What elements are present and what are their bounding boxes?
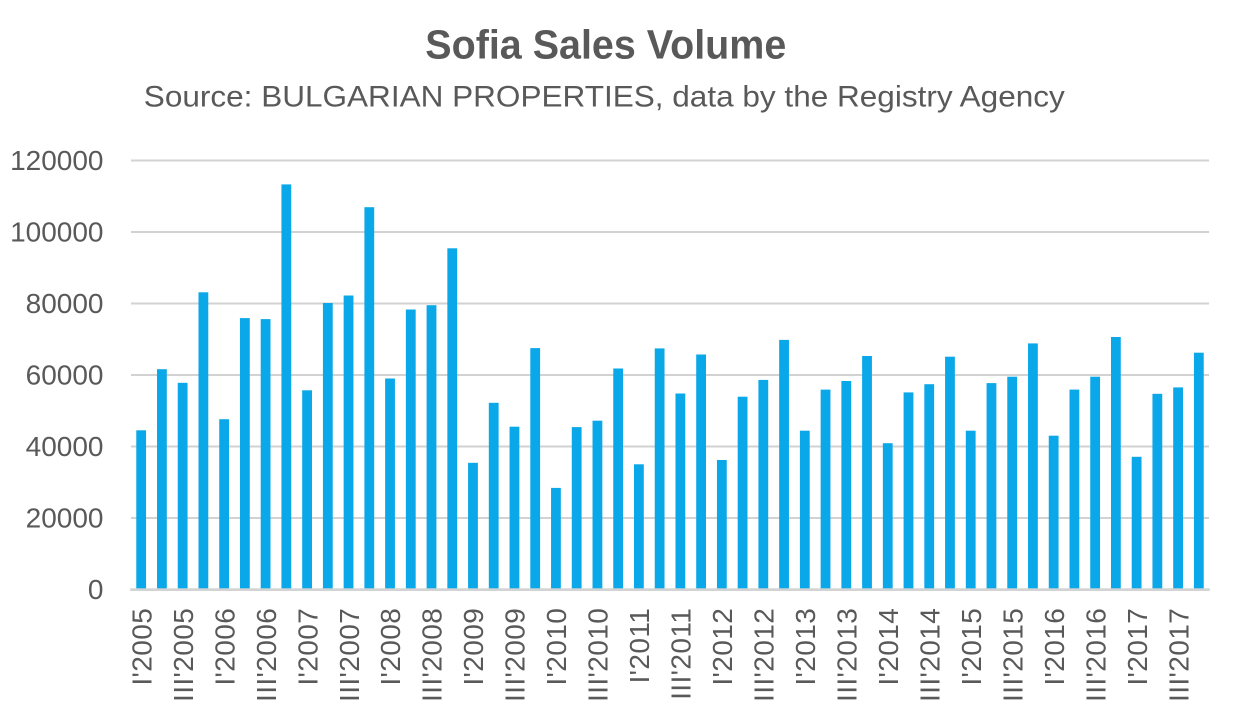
svg-text:III'2011: III'2011 — [666, 608, 697, 700]
svg-text:I'2015: I'2015 — [956, 608, 987, 686]
svg-text:I'2013: I'2013 — [790, 608, 821, 686]
svg-text:III'2009: III'2009 — [500, 608, 531, 702]
svg-text:III'2013: III'2013 — [832, 608, 863, 702]
svg-text:III'2017: III'2017 — [1163, 608, 1194, 702]
svg-text:Sofia Sales Volume: Sofia Sales Volume — [425, 21, 786, 67]
svg-text:60000: 60000 — [26, 360, 104, 391]
svg-text:I'2009: I'2009 — [458, 608, 489, 686]
svg-text:III'2012: III'2012 — [749, 608, 780, 702]
svg-text:III'2005: III'2005 — [168, 608, 199, 702]
svg-text:I'2005: I'2005 — [126, 608, 157, 686]
svg-text:III'2016: III'2016 — [1080, 608, 1111, 702]
svg-text:20000: 20000 — [26, 503, 104, 534]
svg-text:I'2006: I'2006 — [209, 608, 240, 686]
svg-text:III'2010: III'2010 — [583, 608, 614, 702]
svg-text:I'2010: I'2010 — [541, 608, 572, 686]
svg-text:I'2011: I'2011 — [624, 608, 655, 684]
svg-text:III'2007: III'2007 — [334, 608, 365, 702]
svg-text:I'2008: I'2008 — [375, 608, 406, 686]
svg-text:80000: 80000 — [26, 288, 104, 319]
svg-text:I'2014: I'2014 — [873, 608, 904, 686]
svg-text:I'2017: I'2017 — [1122, 608, 1153, 686]
svg-text:I'2012: I'2012 — [707, 608, 738, 686]
svg-text:III'2015: III'2015 — [997, 608, 1028, 702]
svg-text:100000: 100000 — [10, 217, 103, 248]
svg-text:0: 0 — [88, 574, 104, 605]
svg-text:120000: 120000 — [10, 145, 103, 176]
svg-text:III'2006: III'2006 — [251, 608, 282, 702]
svg-text:Source: BULGARIAN PROPERTIES,: Source: BULGARIAN PROPERTIES, data by th… — [144, 81, 1065, 114]
svg-text:III'2008: III'2008 — [417, 608, 448, 702]
svg-text:40000: 40000 — [26, 431, 104, 462]
svg-text:III'2014: III'2014 — [914, 608, 945, 702]
svg-text:I'2007: I'2007 — [292, 608, 323, 686]
svg-text:I'2016: I'2016 — [1039, 608, 1070, 686]
